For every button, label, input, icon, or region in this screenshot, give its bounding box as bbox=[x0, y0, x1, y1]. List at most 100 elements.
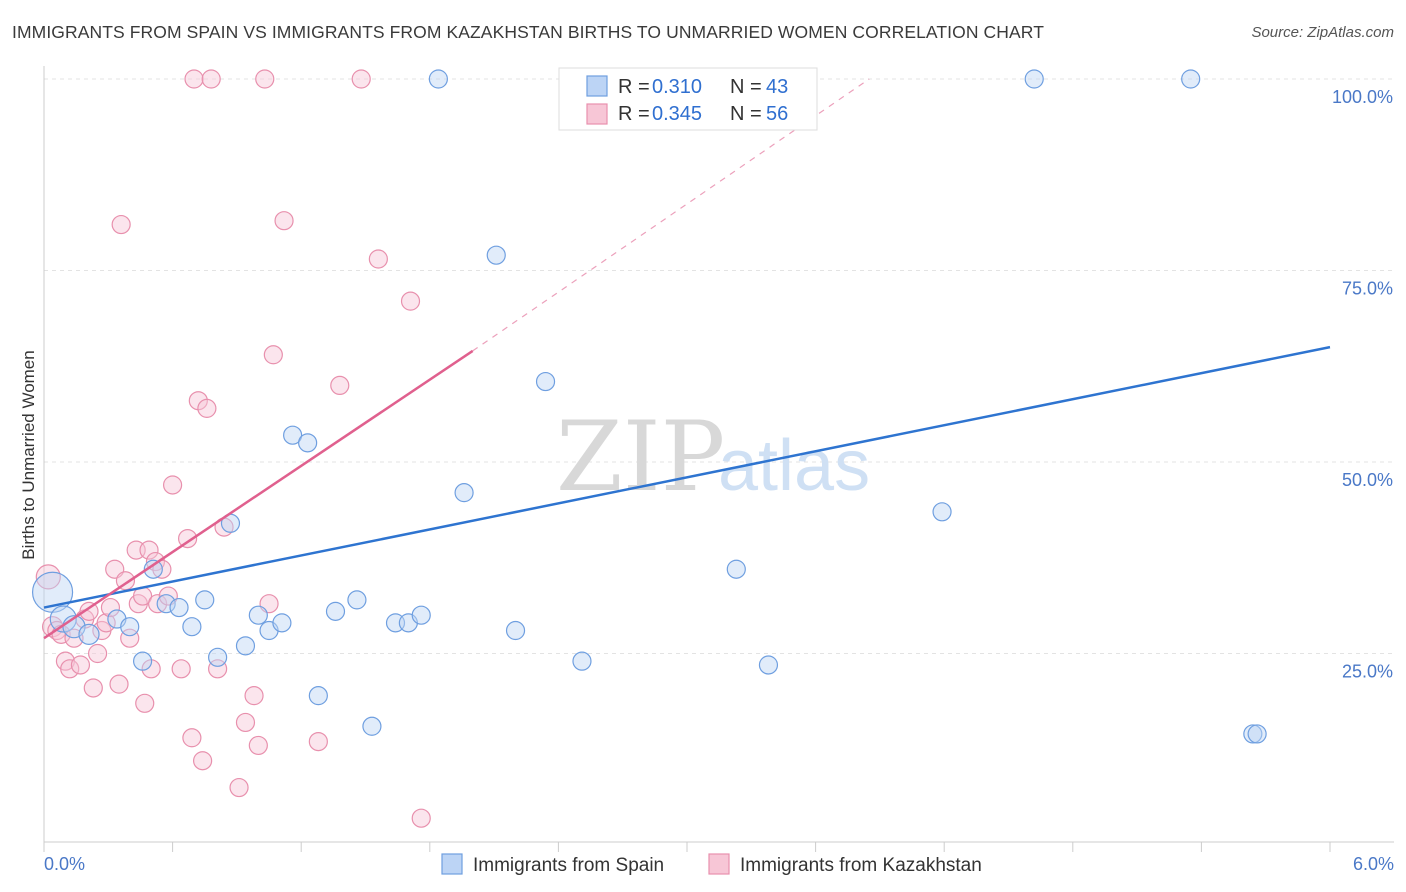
kazakhstan-point bbox=[351, 69, 371, 89]
kazakhstan-point bbox=[87, 643, 108, 664]
spain-point bbox=[486, 245, 506, 265]
kazakhstan-point bbox=[197, 398, 217, 418]
trendlines bbox=[43, 78, 1331, 640]
y-tick-label-100: 100.0% bbox=[1332, 87, 1393, 107]
kazakhstan-point bbox=[208, 659, 228, 679]
watermark-zip: ZIP bbox=[556, 401, 725, 513]
y-tick-label-50: 50.0% bbox=[1342, 470, 1393, 490]
spain-points bbox=[31, 69, 1267, 744]
spain-point bbox=[195, 590, 215, 610]
spain-point bbox=[428, 69, 448, 89]
spain-point bbox=[411, 605, 431, 625]
spain-point bbox=[283, 425, 303, 445]
spain-point bbox=[78, 623, 100, 645]
kazakhstan-trendline bbox=[43, 349, 474, 640]
kazakhstan-point bbox=[263, 345, 283, 365]
spain-point bbox=[347, 590, 367, 610]
kazakhstan-point bbox=[163, 475, 183, 495]
chart-title: IMMIGRANTS FROM SPAIN VS IMMIGRANTS FROM… bbox=[12, 22, 1045, 42]
kazakhstan-point bbox=[193, 751, 213, 771]
bottom-legend: Immigrants from Spain Immigrants from Ka… bbox=[441, 853, 982, 876]
spain-point bbox=[758, 655, 779, 675]
legend-kazakhstan-r-value: 0.345 bbox=[652, 103, 702, 125]
spain-point bbox=[1243, 724, 1263, 744]
kazakhstan-points bbox=[35, 69, 431, 828]
kazakhstan-point bbox=[79, 601, 99, 621]
kazakhstan-point bbox=[70, 655, 91, 675]
kazakhstan-point bbox=[274, 211, 294, 231]
y-axis-label: Births to Unmarried Women bbox=[19, 350, 38, 559]
legend-kazakhstan-swatch bbox=[586, 103, 608, 125]
kazakhstan-point bbox=[171, 659, 191, 679]
kazakhstan-point bbox=[139, 540, 159, 560]
spain-point bbox=[235, 636, 256, 656]
spain-point bbox=[143, 559, 163, 579]
legend-kazakhstan-n-value: 56 bbox=[766, 103, 788, 125]
spain-point bbox=[362, 716, 382, 736]
axes bbox=[43, 66, 1394, 852]
kazakhstan-point bbox=[400, 291, 421, 311]
spain-point bbox=[169, 597, 189, 618]
spain-point bbox=[120, 617, 140, 637]
spain-point bbox=[1247, 724, 1267, 744]
legend-spain-r-label: R = bbox=[618, 76, 650, 98]
kazakhstan-point bbox=[96, 613, 116, 633]
spain-point bbox=[726, 559, 746, 579]
spain-point bbox=[1024, 69, 1044, 89]
x-tick-label-max: 6.0% bbox=[1353, 854, 1394, 874]
kazakhstan-point bbox=[83, 678, 103, 698]
legend-kazakhstan-n-label: N = bbox=[730, 103, 762, 125]
legend-spain-swatch bbox=[586, 75, 608, 97]
kazakhstan-point bbox=[244, 686, 264, 706]
kazakhstan-point bbox=[182, 728, 202, 748]
y-tick-labels: 25.0% 50.0% 75.0% 100.0% bbox=[1332, 87, 1393, 682]
spain-point bbox=[298, 433, 318, 453]
legend-kazakhstan-r-label: R = bbox=[618, 103, 650, 125]
spain-point bbox=[208, 647, 228, 667]
spain-point bbox=[272, 613, 292, 633]
x-tick-label-min: 0.0% bbox=[44, 854, 85, 874]
spain-point bbox=[325, 601, 346, 621]
spain-point bbox=[572, 651, 592, 671]
kazakhstan-point bbox=[120, 628, 140, 648]
kazakhstan-point bbox=[411, 808, 431, 828]
kazakhstan-point bbox=[178, 528, 198, 549]
bottom-legend-kazakhstan-label: Immigrants from Kazakhstan bbox=[740, 855, 982, 876]
y-tick-label-25: 25.0% bbox=[1342, 662, 1393, 682]
spain-trendline bbox=[43, 345, 1331, 609]
legend: R = 0.310 N = 43 R = 0.345 N = 56 bbox=[558, 67, 818, 131]
kazakhstan-point bbox=[100, 597, 121, 618]
kazakhstan-point bbox=[368, 249, 388, 269]
chart-source: Source: ZipAtlas.com bbox=[1251, 24, 1394, 41]
kazakhstan-point bbox=[184, 69, 204, 89]
spain-point bbox=[132, 651, 153, 671]
spain-point bbox=[49, 605, 77, 633]
bottom-legend-spain-label: Immigrants from Spain bbox=[473, 855, 664, 876]
kazakhstan-point bbox=[111, 214, 131, 235]
spain-point bbox=[1181, 69, 1201, 89]
y-tick-label-75: 75.0% bbox=[1342, 279, 1393, 299]
kazakhstan-point bbox=[135, 693, 155, 713]
spain-point bbox=[535, 371, 556, 392]
spain-point bbox=[454, 483, 474, 503]
spain-point bbox=[505, 620, 526, 641]
kazakhstan-point bbox=[60, 659, 80, 679]
kazakhstan-point bbox=[255, 69, 275, 89]
kazakhstan-point bbox=[201, 69, 221, 89]
kazakhstan-point bbox=[308, 731, 328, 752]
kazakhstan-point bbox=[109, 674, 129, 694]
spain-point bbox=[156, 594, 176, 614]
bottom-legend-kazakhstan-swatch bbox=[708, 853, 730, 875]
kazakhstan-point bbox=[235, 712, 256, 733]
kazakhstan-point bbox=[330, 375, 350, 395]
legend-spain-r-value: 0.310 bbox=[652, 76, 702, 98]
spain-point bbox=[308, 686, 328, 706]
spain-point bbox=[182, 617, 202, 637]
legend-spain-n-value: 43 bbox=[766, 76, 788, 98]
spain-point bbox=[932, 502, 952, 522]
kazakhstan-point bbox=[35, 564, 61, 590]
kazakhstan-point bbox=[248, 735, 268, 756]
legend-spain-n-label: N = bbox=[730, 76, 762, 98]
kazakhstan-point bbox=[229, 777, 249, 798]
